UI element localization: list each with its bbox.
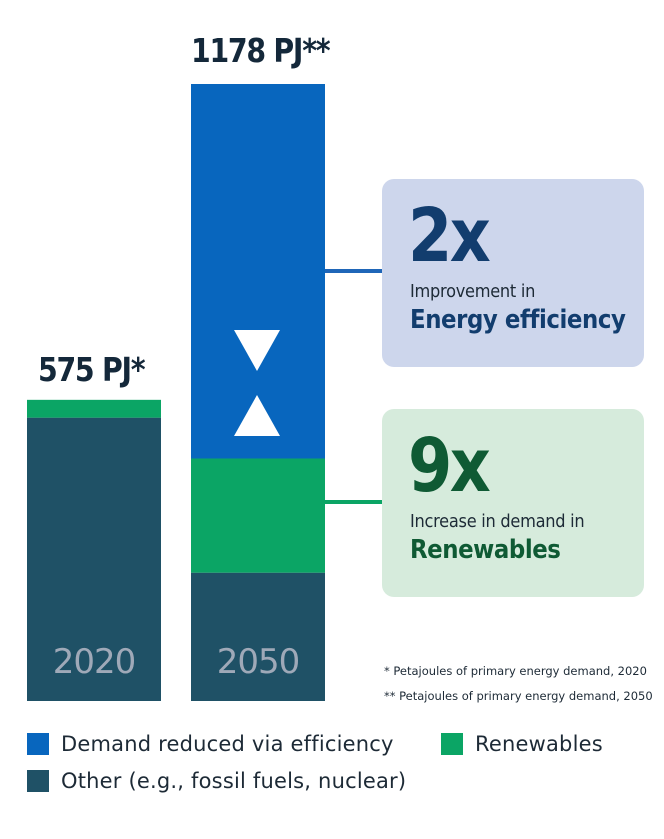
legend-label-other: Other (e.g., fossil fuels, nuclear) (61, 769, 407, 793)
renewables-multiplier: 9x (408, 423, 491, 509)
category-label-2050: 2050 (216, 642, 301, 682)
bar-2020-renewables (27, 399, 161, 418)
legend-swatch-other (27, 770, 49, 792)
total-label-2050: 1178 PJ** (191, 31, 331, 70)
legend-swatch-renewables (441, 733, 463, 755)
legend-swatch-efficiency (27, 733, 49, 755)
footnote-2050: ** Petajoules of primary energy demand, … (384, 689, 653, 703)
legend-item-other: Other (e.g., fossil fuels, nuclear) (27, 769, 406, 793)
stacked-bar-chart (27, 84, 383, 701)
efficiency-title: Energy efficiency (410, 305, 626, 335)
efficiency-multiplier: 2x (408, 193, 491, 279)
bar-2050-demand (191, 84, 325, 459)
bar-2050-renewables (191, 458, 325, 573)
bar-2050-other (191, 572, 325, 701)
category-label-2020: 2020 (52, 642, 137, 682)
down-arrow-icon (234, 330, 280, 371)
total-label-2020: 575 PJ* (38, 350, 146, 389)
legend-item-efficiency: Demand reduced via efficiency (27, 732, 394, 756)
up-arrow-icon (234, 395, 280, 436)
footnote-2020: * Petajoules of primary energy demand, 2… (384, 664, 647, 678)
legend-label-renewables: Renewables (475, 732, 603, 756)
legend-item-renewables: Renewables (441, 732, 603, 756)
efficiency-caption: Improvement in (410, 281, 536, 302)
efficiency-callout: 2x Improvement in Energy efficiency (382, 179, 644, 367)
bar-2020-other (27, 417, 161, 701)
renewables-title: Renewables (410, 535, 561, 565)
renewables-callout: 9x Increase in demand in Renewables (382, 409, 644, 597)
renewables-caption: Increase in demand in (410, 511, 585, 532)
legend-label-efficiency: Demand reduced via efficiency (61, 732, 394, 756)
